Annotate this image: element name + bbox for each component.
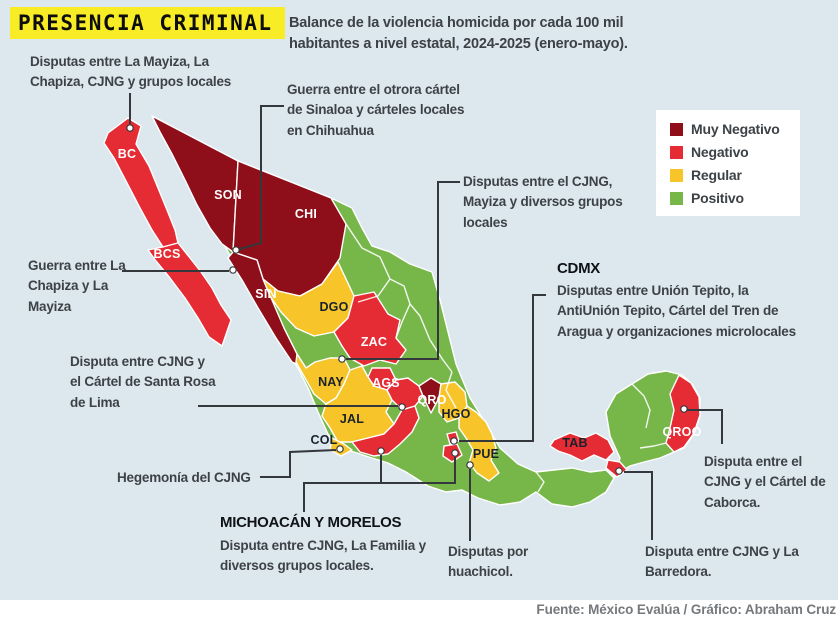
legend-row: Regular bbox=[670, 167, 788, 183]
annotation-cdmx-heading: CDMX bbox=[557, 260, 600, 277]
page-title: PRESENCIA CRIMINAL bbox=[10, 7, 285, 39]
legend-label: Muy Negativo bbox=[691, 121, 780, 137]
annotation-cdmx: Disputas entre Unión Tepito, la AntiUnió… bbox=[557, 283, 796, 339]
legend: Muy Negativo Negativo Regular Positivo bbox=[656, 110, 800, 216]
annotation-michoacan-heading: MICHOACÁN Y MORELOS bbox=[220, 514, 402, 531]
leader-qroo bbox=[687, 409, 723, 444]
state-label-bcs: BCS bbox=[154, 247, 181, 261]
state-label-qro: QRO bbox=[417, 393, 446, 407]
state-bcs bbox=[147, 242, 232, 347]
state-qroo bbox=[665, 374, 701, 453]
state-label-son: SON bbox=[214, 188, 242, 202]
state-label-qroo: QROO bbox=[663, 425, 702, 439]
callout-dots bbox=[126, 124, 688, 475]
state-label-chi: CHI bbox=[295, 207, 317, 221]
state-tab bbox=[549, 432, 615, 462]
legend-label: Positivo bbox=[691, 190, 744, 206]
leader-chihuahua bbox=[239, 105, 284, 250]
annotation-chihuahua: Guerra entre el otrora cártel de Sinaloa… bbox=[287, 82, 465, 138]
annotation-qroo: Disputa entre el CJNG y el Cártel de Cab… bbox=[704, 454, 826, 510]
state-mich bbox=[351, 405, 420, 457]
state-labels: BC SON CHI BCS SIN DGO ZAC NAY AGS QRO J… bbox=[118, 147, 702, 461]
state-label-dgo: DGO bbox=[319, 300, 348, 314]
state-label-col: COL bbox=[311, 433, 338, 447]
annotation-huachicol: Disputas por huachicol. bbox=[448, 544, 529, 580]
state-label-hgo: HGO bbox=[441, 407, 470, 421]
annotation-michoacan: Disputa entre CJNG, La Familia y diverso… bbox=[220, 538, 426, 574]
leader-cdmx bbox=[459, 294, 546, 442]
annotation-tabasco: Disputa entre CJNG y La Barredora. bbox=[645, 544, 799, 580]
legend-swatch-muy-negativo bbox=[670, 122, 683, 136]
legend-label: Negativo bbox=[691, 144, 749, 160]
subtitle: Balance de la violencia homicida por cad… bbox=[289, 15, 628, 53]
leader-jalisco bbox=[260, 449, 337, 478]
leader-lines bbox=[122, 93, 723, 541]
state-label-sin: SIN bbox=[255, 287, 276, 301]
legend-row: Negativo bbox=[670, 144, 788, 160]
annotation-gto: Disputa entre CJNG y el Cártel de Santa … bbox=[70, 354, 216, 410]
state-bc bbox=[103, 117, 179, 248]
leader-tab bbox=[624, 471, 653, 540]
source-credit: Fuente: México Evalúa / Gráfico: Abraham… bbox=[536, 602, 836, 617]
legend-row: Muy Negativo bbox=[670, 121, 788, 137]
annotation-bcs: Guerra entre La Chapiza y La Mayiza bbox=[28, 258, 126, 314]
state-label-pue: PUE bbox=[473, 447, 499, 461]
annotation-zac: Disputas entre el CJNG, Mayiza y diverso… bbox=[463, 174, 623, 230]
annotation-bc: Disputas entre La Mayiza, La Chapiza, CJ… bbox=[30, 54, 232, 90]
state-label-zac: ZAC bbox=[361, 335, 387, 349]
state-label-jal: JAL bbox=[340, 412, 364, 426]
state-label-tab: TAB bbox=[562, 436, 587, 450]
state-borders-decorative bbox=[345, 223, 667, 493]
leader-michoacan-morelos bbox=[303, 457, 456, 512]
title-highlight: PRESENCIA CRIMINAL bbox=[10, 7, 285, 39]
legend-row: Positivo bbox=[670, 190, 788, 206]
legend-swatch-negativo bbox=[670, 145, 683, 159]
state-label-ags: AGS bbox=[372, 376, 400, 390]
state-label-nay: NAY bbox=[318, 375, 344, 389]
legend-label: Regular bbox=[691, 167, 742, 183]
legend-swatch-regular bbox=[670, 168, 683, 182]
state-label-bc: BC bbox=[118, 147, 136, 161]
annotation-jalisco: Hegemonía del CJNG bbox=[117, 470, 251, 485]
legend-swatch-positivo bbox=[670, 191, 683, 205]
leader-zac bbox=[346, 181, 460, 360]
